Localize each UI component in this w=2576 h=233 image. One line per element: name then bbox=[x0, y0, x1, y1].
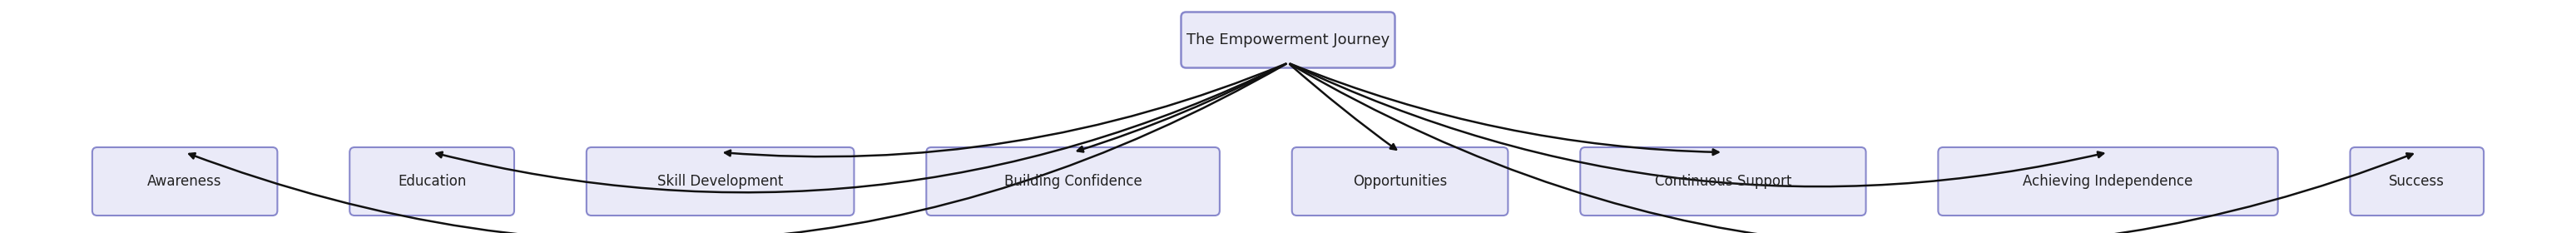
FancyArrowPatch shape bbox=[1291, 64, 2105, 187]
FancyArrowPatch shape bbox=[1291, 64, 1718, 155]
Text: Achieving Independence: Achieving Independence bbox=[2022, 174, 2192, 189]
Text: Education: Education bbox=[397, 174, 466, 189]
FancyBboxPatch shape bbox=[2349, 147, 2483, 216]
FancyBboxPatch shape bbox=[1937, 147, 2277, 216]
Text: Building Confidence: Building Confidence bbox=[1005, 174, 1141, 189]
FancyBboxPatch shape bbox=[1293, 147, 1507, 216]
Text: Success: Success bbox=[2388, 174, 2445, 189]
FancyBboxPatch shape bbox=[350, 147, 515, 216]
FancyBboxPatch shape bbox=[1180, 12, 1396, 68]
Text: Opportunities: Opportunities bbox=[1352, 174, 1448, 189]
Text: Awareness: Awareness bbox=[147, 174, 222, 189]
FancyArrowPatch shape bbox=[435, 64, 1285, 192]
FancyBboxPatch shape bbox=[93, 147, 278, 216]
FancyBboxPatch shape bbox=[927, 147, 1218, 216]
FancyArrowPatch shape bbox=[188, 64, 1285, 233]
Text: The Empowerment Journey: The Empowerment Journey bbox=[1188, 32, 1388, 48]
Text: Continuous Support: Continuous Support bbox=[1654, 174, 1790, 189]
FancyBboxPatch shape bbox=[587, 147, 855, 216]
FancyArrowPatch shape bbox=[1291, 64, 1396, 150]
FancyArrowPatch shape bbox=[724, 64, 1285, 157]
Text: Skill Development: Skill Development bbox=[657, 174, 783, 189]
FancyBboxPatch shape bbox=[1579, 147, 1865, 216]
FancyArrowPatch shape bbox=[1291, 64, 2414, 233]
FancyArrowPatch shape bbox=[1077, 64, 1285, 152]
